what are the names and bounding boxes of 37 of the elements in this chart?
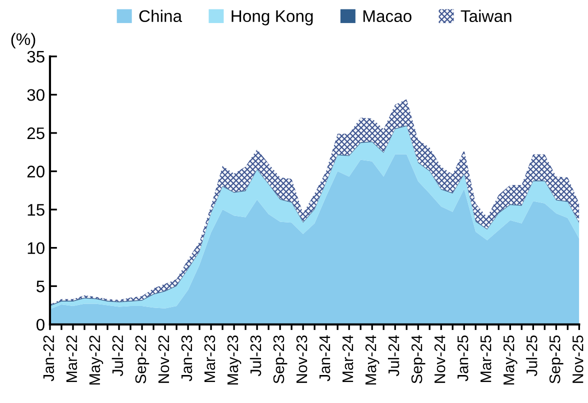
- x-tick-label: Sep-23: [273, 336, 288, 384]
- x-tick-label: Nov-24: [434, 335, 446, 383]
- x-tick-label: Jul-22: [112, 336, 124, 376]
- x-tick-label: May-22: [89, 336, 104, 385]
- legend-label: Macao: [363, 10, 412, 22]
- y-tick-label: 10: [28, 242, 44, 254]
- x-tick-label: Jan-23: [181, 336, 192, 382]
- x-tick-label: Sep-22: [135, 336, 150, 384]
- x-tick-label: Nov-22: [158, 336, 170, 383]
- y-tick-label: 5: [36, 280, 44, 292]
- x-tick-label: Mar-24: [342, 335, 354, 382]
- x-tick-label: Jul-25: [526, 335, 538, 376]
- x-tick-label: Jan-25: [457, 335, 468, 382]
- y-axis-title: (%): [11, 32, 36, 48]
- x-tick-label: Jan-22: [43, 336, 54, 382]
- y-tick-label: 30: [27, 89, 44, 101]
- x-tick-label: May-24: [365, 335, 380, 385]
- x-tick-label: May-25: [503, 335, 518, 385]
- x-tick-label: May-23: [227, 336, 242, 385]
- x-tick-label: Jul-24: [388, 335, 400, 376]
- y-tick-label: 20: [27, 166, 44, 178]
- x-tick-label: Mar-23: [204, 336, 216, 382]
- x-tick-label: Mar-22: [66, 336, 78, 382]
- x-tick-label: Nov-23: [296, 336, 308, 383]
- legend-label: Hong Kong: [232, 10, 313, 26]
- y-tick-label: 35: [27, 50, 44, 63]
- x-tick-label: Sep-25: [549, 335, 564, 384]
- x-tick-label: Mar-25: [480, 335, 492, 382]
- legend-label: China: [139, 10, 182, 22]
- x-tick-label: Nov-25: [572, 335, 584, 383]
- y-tick-label: 25: [27, 127, 44, 140]
- x-tick-label: Sep-24: [411, 335, 426, 384]
- legend-label: Taiwan: [460, 10, 512, 22]
- y-tick-label: 15: [28, 204, 44, 216]
- x-tick-label: Jan-24: [319, 335, 330, 382]
- y-tick-label: 0: [36, 318, 44, 331]
- x-tick-label: Jul-23: [250, 336, 262, 376]
